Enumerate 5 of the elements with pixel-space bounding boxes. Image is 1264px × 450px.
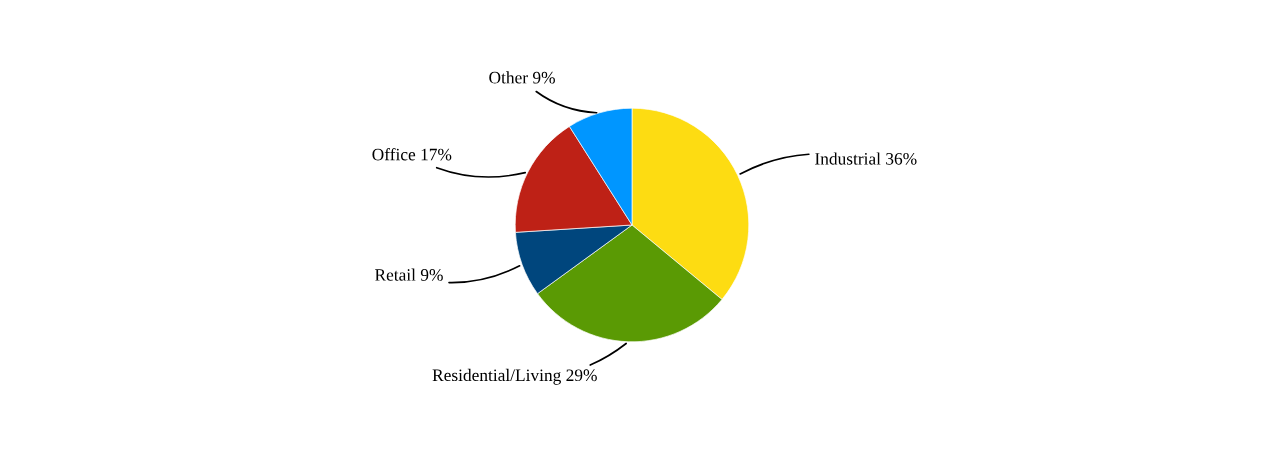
slice-label: Office 17% [372,148,452,161]
slice-label: Residential/Living 29% [432,368,597,385]
slice-label: Industrial 36% [815,152,917,165]
slice-label: Other 9% [489,71,555,84]
slice-label: Retail 9% [375,268,443,281]
